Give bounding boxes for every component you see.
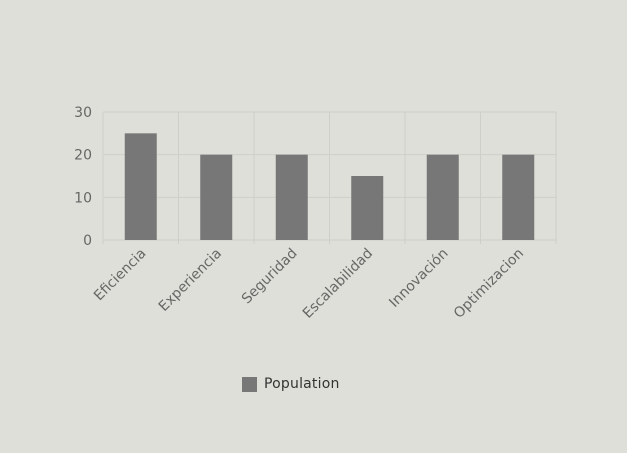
bar (275, 154, 308, 240)
x-tick-label: Experiencia (156, 246, 225, 315)
y-tick-label: 10 (74, 190, 92, 206)
bar (426, 154, 459, 240)
x-tick-label: Seguridad (239, 246, 301, 308)
x-tick-label: Eficiencia (91, 246, 150, 305)
x-axis: Eficiencia Experiencia Seguridad Escalabili… (91, 246, 527, 322)
x-tick-label: Escalabilidad (300, 246, 376, 322)
y-axis: 0 10 20 30 (74, 105, 92, 249)
legend-swatch (242, 376, 257, 392)
grid (102, 111, 557, 244)
y-tick-label: 30 (74, 105, 92, 121)
bar (351, 176, 384, 240)
x-tick-label: Innovación (386, 246, 451, 311)
legend-label: Population (264, 376, 340, 392)
bars (124, 133, 535, 240)
legend: Population (242, 376, 340, 392)
y-tick-label: 20 (74, 148, 92, 164)
bar (502, 154, 535, 240)
bar (200, 154, 233, 240)
y-tick-label: 0 (83, 233, 92, 249)
bar (124, 133, 157, 240)
x-tick-label: Optimizacion (451, 246, 527, 322)
